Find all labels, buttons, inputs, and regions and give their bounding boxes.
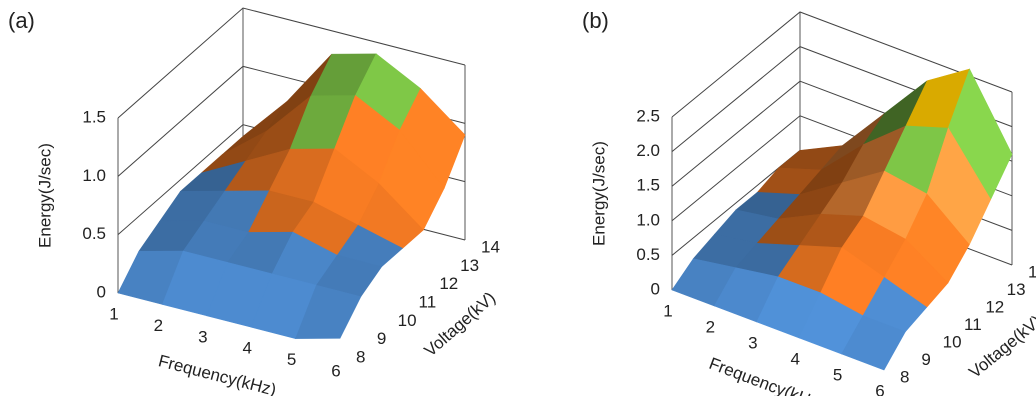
y-tick-label: 14 (1028, 262, 1036, 281)
x-tick-label: 4 (242, 339, 251, 358)
x-axis-title: Frequency(kHz) (156, 351, 278, 396)
x-tick-label: 2 (154, 316, 163, 335)
y-tick-label: 12 (439, 274, 458, 293)
x-tick-label: 6 (875, 381, 884, 396)
z-tick-label: 0 (651, 279, 660, 298)
z-tick-label: 1.5 (636, 176, 660, 195)
x-tick-label: 5 (833, 365, 842, 384)
z-tick-label: 2.0 (636, 141, 660, 160)
z-axis-title: Energy(J/sec) (35, 143, 54, 248)
x-tick-label: 3 (198, 327, 207, 346)
x-tick-label: 5 (287, 350, 296, 369)
surface-cell (841, 315, 906, 371)
y-tick-label: 11 (419, 292, 437, 311)
x-tick-label: 4 (790, 349, 799, 368)
y-tick-label: 8 (900, 367, 909, 386)
grid-line (671, 11, 1013, 118)
panel-label: (b) (582, 8, 609, 33)
z-tick-label: 0.5 (636, 245, 660, 264)
x-tick-label: 3 (748, 333, 757, 352)
x-tick-label: 1 (109, 304, 118, 323)
z-tick-label: 1.5 (82, 107, 106, 126)
y-tick-label: 9 (921, 350, 930, 369)
y-tick-label: 13 (1007, 280, 1026, 299)
z-tick-label: 0.5 (82, 224, 106, 243)
y-tick-label: 13 (460, 256, 479, 275)
z-axis-title: Energy(J/sec) (589, 141, 608, 246)
x-axis-title: Frequency(kHz) (706, 354, 826, 396)
z-tick-label: 1.0 (636, 210, 660, 229)
y-tick-label: 10 (943, 332, 962, 351)
x-tick-label: 1 (663, 301, 672, 320)
x-tick-label: 2 (706, 317, 715, 336)
surface-cell (295, 284, 362, 339)
z-tick-label: 1.0 (82, 166, 106, 185)
y-tick-label: 14 (481, 237, 500, 256)
z-tick-label: 0 (97, 282, 106, 301)
y-tick-label: 8 (356, 347, 365, 366)
y-tick-label: 12 (985, 297, 1004, 316)
x-tick-label: 6 (331, 361, 340, 380)
y-tick-label: 9 (377, 329, 386, 348)
y-tick-label: 10 (398, 311, 417, 330)
panel-label: (a) (8, 8, 35, 33)
grid-line (117, 7, 466, 119)
z-tick-label: 2.5 (636, 106, 660, 125)
y-tick-label: 11 (964, 315, 982, 334)
